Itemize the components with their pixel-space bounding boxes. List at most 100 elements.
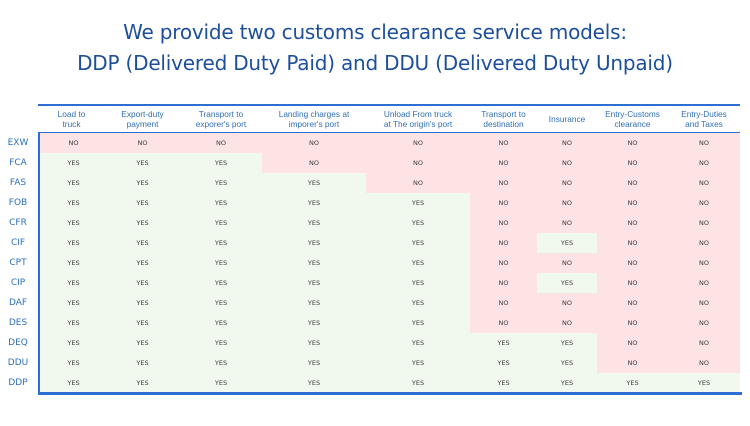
table-cell: NO — [668, 313, 740, 333]
table-cell: NO — [597, 293, 668, 313]
table-cell: NO — [470, 213, 537, 233]
table-cell: YES — [668, 373, 740, 392]
column-header-line-2: and Taxes — [685, 119, 723, 129]
table-cell: NO — [668, 153, 740, 173]
incoterm-label: FAS — [9, 178, 27, 188]
page-title-line-2: DDP (Delivered Duty Paid) and DDU (Deliv… — [77, 51, 673, 75]
table-cell: YES — [262, 253, 366, 273]
table-cell: YES — [470, 333, 537, 353]
table-cell: NO — [537, 313, 597, 333]
table-cell: YES — [262, 333, 366, 353]
table-cell: NO — [668, 193, 740, 213]
table-cell: NO — [597, 313, 668, 333]
column-header-line-1: Load to — [57, 109, 86, 119]
column-header-line-1: Entry-Customs — [605, 109, 660, 119]
table-cell: YES — [105, 213, 180, 233]
table-cell: NO — [537, 133, 597, 153]
table-cell: NO — [668, 253, 740, 273]
table-cell: NO — [597, 213, 668, 233]
table-cell: YES — [537, 233, 597, 253]
table-cell: NO — [668, 293, 740, 313]
incoterm-label: DES — [8, 318, 28, 328]
table-cell: YES — [262, 273, 366, 293]
incoterm-label: DDP — [8, 378, 28, 388]
column-header: Transport to destination — [470, 106, 537, 132]
table-cell: YES — [366, 373, 470, 392]
table-cell: NO — [262, 153, 366, 173]
table-cell: NO — [40, 133, 107, 153]
column-header-line-1: Export-duty — [121, 109, 164, 119]
table-cell: NO — [597, 173, 668, 193]
table-cell: YES — [366, 353, 470, 373]
table-cell: YES — [262, 213, 366, 233]
table-cell: YES — [105, 253, 180, 273]
column-header: Entry-Customs clearance — [597, 106, 668, 132]
table-cell: YES — [537, 333, 597, 353]
column-header-line-2: at The origin's port — [383, 119, 453, 129]
table-cell: YES — [105, 173, 180, 193]
table-cell: YES — [105, 333, 180, 353]
column-header-line-1: Transport to — [198, 109, 244, 119]
column-header-line-2: imporer's port — [288, 119, 340, 129]
table-cell: YES — [262, 353, 366, 373]
table-cell: NO — [470, 313, 537, 333]
table-cell: YES — [366, 233, 470, 253]
column-header-line-2: exporer's port — [195, 119, 247, 129]
table-cell: YES — [470, 353, 537, 373]
table-cell: NO — [470, 233, 537, 253]
table-cell: YES — [366, 253, 470, 273]
table-cell: NO — [668, 233, 740, 253]
table-cell: NO — [597, 133, 668, 153]
table-cell: YES — [366, 193, 470, 213]
table-cell: NO — [537, 153, 597, 173]
table-cell: NO — [668, 133, 740, 153]
table-cell: YES — [262, 173, 366, 193]
table-cell: YES — [105, 193, 180, 213]
table-cell: NO — [668, 353, 740, 373]
incoterm-label: DDU — [7, 358, 29, 368]
table-cell: YES — [40, 153, 107, 173]
table-cell: YES — [537, 273, 597, 293]
table-cell: YES — [180, 293, 262, 313]
incoterm-label: FCA — [9, 158, 27, 168]
column-header: Unload From truck at The origin's port — [366, 106, 470, 132]
table-cell: YES — [180, 153, 262, 173]
table-cell: NO — [537, 213, 597, 233]
table-cell: NO — [597, 233, 668, 253]
table-cell: YES — [262, 313, 366, 333]
table-cell: NO — [668, 273, 740, 293]
table-cell: YES — [262, 293, 366, 313]
incoterm-label: DAF — [8, 298, 28, 308]
table-cell: YES — [537, 373, 597, 392]
column-header: Entry-Duties and Taxes — [668, 106, 740, 132]
table-cell: NO — [597, 353, 668, 373]
table-cell: NO — [105, 133, 180, 153]
table-cell: YES — [180, 173, 262, 193]
table-cell: YES — [40, 213, 107, 233]
incoterm-label: CIF — [10, 238, 26, 248]
table-cell: NO — [537, 193, 597, 213]
column-header-line-1: Landing charges at — [278, 109, 350, 119]
table-cell: YES — [40, 253, 107, 273]
table-cell: NO — [366, 153, 470, 173]
table-cell: NO — [668, 213, 740, 233]
table-cell: NO — [470, 253, 537, 273]
incoterm-label: CIP — [10, 278, 26, 288]
table-cell: YES — [105, 313, 180, 333]
table-cell: YES — [366, 313, 470, 333]
table-cell: YES — [180, 333, 262, 353]
column-header: Transport to exporer's port — [180, 106, 262, 132]
column-header-line-2: destination — [483, 119, 524, 129]
table-cell: YES — [366, 293, 470, 313]
table-cell: NO — [366, 133, 470, 153]
table-cell: YES — [40, 233, 107, 253]
incoterm-label: DEQ — [8, 338, 28, 348]
table-cell: YES — [105, 373, 180, 392]
table-cell: YES — [105, 353, 180, 373]
table-cell: YES — [180, 193, 262, 213]
table-cell: YES — [105, 233, 180, 253]
table-cell: YES — [40, 373, 107, 392]
table-cell: YES — [180, 373, 262, 392]
table-cell: NO — [537, 253, 597, 273]
column-header: Landing charges at imporer's port — [262, 106, 366, 132]
